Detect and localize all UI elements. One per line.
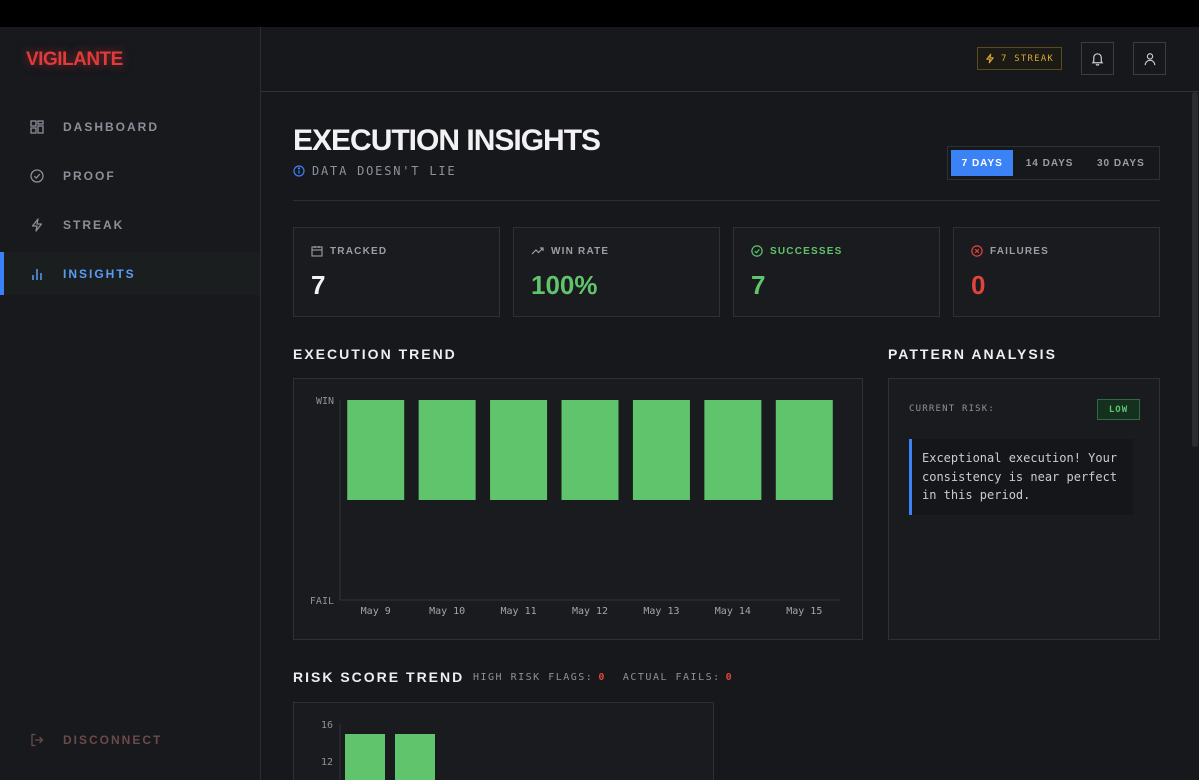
- trend-bar: [561, 400, 619, 500]
- sidebar-item-proof[interactable]: PROOF: [0, 154, 260, 197]
- trend-bar: [490, 400, 548, 500]
- stat-label: TRACKED: [330, 245, 388, 257]
- top-header: 7 STREAK: [261, 27, 1199, 92]
- sidebar-item-insights[interactable]: INSIGHTS: [0, 252, 260, 295]
- streak-badge-label: 7 STREAK: [1001, 53, 1054, 64]
- range-option-7-days[interactable]: 7 DAYS: [951, 150, 1014, 176]
- trend-bar: [418, 400, 476, 500]
- subtitle-text: DATA DOESN'T LIE: [312, 164, 457, 178]
- stat-header: TRACKED: [311, 245, 387, 257]
- y-tick-label-fail: FAIL: [310, 596, 334, 607]
- stat-label: FAILURES: [990, 245, 1050, 257]
- risk-score-panel: 16 12: [293, 702, 714, 780]
- risk-flags-summary: HIGH RISK FLAGS: 0 ACTUAL FAILS: 0: [473, 672, 733, 683]
- x-tick-label: May 14: [715, 606, 751, 617]
- y-tick-label-win: WIN: [316, 396, 334, 407]
- stat-label: SUCCESSES: [770, 245, 843, 257]
- stat-card-win-rate: WIN RATE 100%: [513, 227, 720, 317]
- logout-icon: [30, 733, 44, 747]
- y-tick-label: 16: [321, 720, 333, 731]
- actual-fails-value: 0: [725, 672, 734, 683]
- stat-card-failures: FAILURES 0: [953, 227, 1160, 317]
- stat-value: 7: [311, 270, 326, 300]
- execution-trend-title: EXECUTION TREND: [293, 346, 457, 362]
- sidebar-item-streak[interactable]: STREAK: [0, 203, 260, 246]
- check-circle-icon: [30, 168, 44, 183]
- x-circle-icon: [971, 245, 983, 257]
- sidebar-item-label: INSIGHTS: [63, 266, 136, 281]
- window-top-bar: [0, 0, 1199, 27]
- x-tick-label: May 11: [501, 606, 537, 617]
- current-risk-label: CURRENT RISK:: [909, 404, 996, 414]
- range-option-14-days[interactable]: 14 DAYS: [1025, 157, 1074, 169]
- stat-label: WIN RATE: [551, 245, 610, 257]
- user-menu-button[interactable]: [1133, 42, 1166, 75]
- x-tick-label: May 10: [429, 606, 465, 617]
- trend-bar: [704, 400, 762, 500]
- stat-value: 100%: [531, 270, 598, 300]
- stat-value: 7: [751, 270, 766, 300]
- lightning-icon: [986, 53, 994, 64]
- execution-trend-chart: WIN FAIL May 9 May 10 May 11 May 12 May 13 May …: [310, 396, 840, 617]
- sidebar-item-label: PROOF: [63, 168, 116, 183]
- disconnect-label: DISCONNECT: [63, 732, 163, 747]
- risk-bar: [395, 734, 435, 780]
- streak-badge[interactable]: 7 STREAK: [977, 47, 1062, 70]
- x-tick-label: May 9: [361, 606, 391, 617]
- sidebar-item-label: STREAK: [63, 217, 125, 232]
- y-tick-label: 12: [321, 757, 333, 768]
- stat-header: SUCCESSES: [751, 245, 843, 257]
- main-content: EXECUTION INSIGHTS DATA DOESN'T LIE 7 DA…: [261, 92, 1199, 780]
- risk-level-badge: LOW: [1097, 399, 1140, 420]
- x-tick-label: May 13: [643, 606, 679, 617]
- actual-fails-label: ACTUAL FAILS:: [622, 672, 721, 683]
- pattern-analysis-title: PATTERN ANALYSIS: [888, 346, 1057, 362]
- high-risk-flags-label: HIGH RISK FLAGS:: [473, 672, 594, 683]
- bar-chart-icon: [30, 267, 44, 281]
- stat-card-tracked: TRACKED 7: [293, 227, 500, 317]
- x-tick-label: May 12: [572, 606, 608, 617]
- date-range-selector: 7 DAYS 14 DAYS 30 DAYS: [947, 146, 1160, 180]
- sidebar-item-dashboard[interactable]: DASHBOARD: [0, 105, 260, 148]
- risk-score-trend-title: RISK SCORE TREND: [293, 669, 465, 685]
- trend-bar: [347, 400, 405, 500]
- calendar-icon: [311, 246, 323, 257]
- disconnect-button[interactable]: DISCONNECT: [0, 718, 260, 761]
- info-icon: [293, 165, 305, 177]
- stat-header: FAILURES: [971, 245, 1049, 257]
- stat-header: WIN RATE: [531, 245, 609, 257]
- lightning-icon: [30, 217, 44, 232]
- execution-trend-panel: WIN FAIL May 9 May 10 May 11 May 12 May 13 May …: [293, 378, 863, 640]
- bell-icon: [1091, 53, 1104, 66]
- pattern-message: Exceptional execution! Your consistency …: [909, 439, 1133, 515]
- stat-card-successes: SUCCESSES 7: [733, 227, 940, 317]
- pattern-analysis-panel: CURRENT RISK: LOW Exceptional execution!…: [888, 378, 1160, 640]
- grid-icon: [30, 119, 44, 134]
- trend-bar: [632, 400, 690, 500]
- user-icon: [1144, 52, 1155, 65]
- risk-bar: [345, 734, 385, 780]
- sidebar-item-label: DASHBOARD: [63, 119, 159, 134]
- check-circle-icon: [751, 245, 763, 257]
- page-title: EXECUTION INSIGHTS: [293, 124, 601, 157]
- section-divider: [293, 200, 1160, 201]
- page-subtitle: DATA DOESN'T LIE: [293, 164, 456, 178]
- trending-up-icon: [531, 247, 544, 255]
- stat-value: 0: [971, 270, 986, 300]
- notifications-button[interactable]: [1081, 42, 1114, 75]
- app-logo[interactable]: VIGILANTE: [26, 49, 123, 70]
- page-scrollbar[interactable]: [1192, 92, 1198, 447]
- x-tick-label: May 15: [786, 606, 822, 617]
- high-risk-flags-value: 0: [598, 672, 606, 683]
- sidebar: VIGILANTE DASHBOARD PROOF STREAK INSIGHT…: [0, 27, 261, 780]
- trend-bar: [775, 400, 833, 500]
- range-option-30-days[interactable]: 30 DAYS: [1096, 157, 1145, 169]
